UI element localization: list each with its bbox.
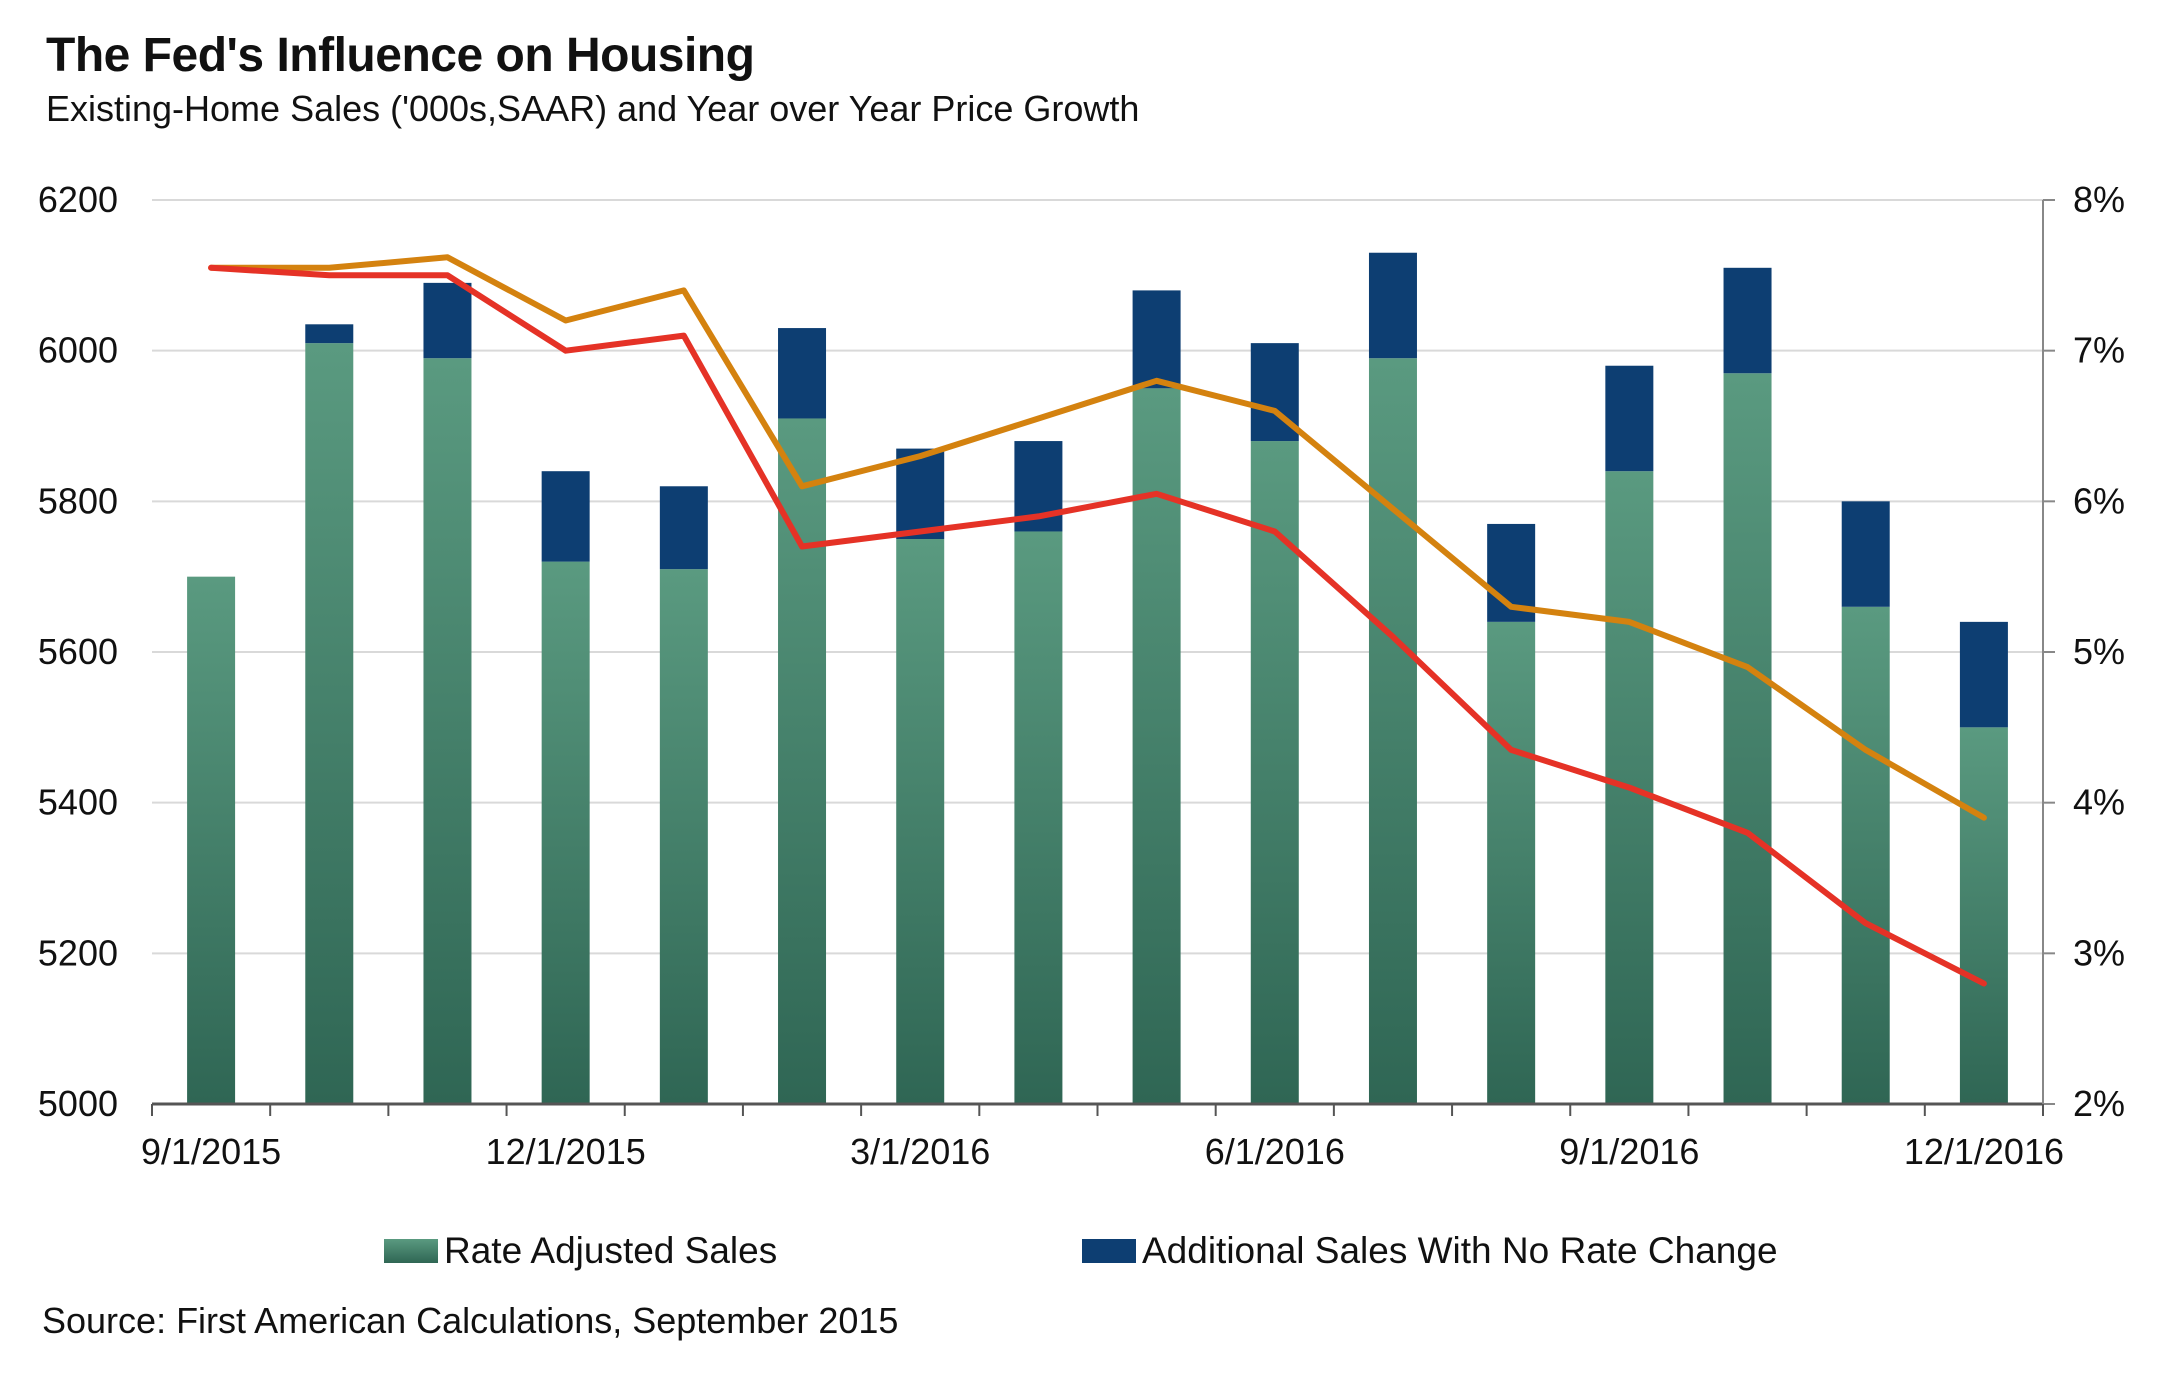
bar-additional-sales: [541, 471, 590, 562]
y-left-tick-label: 5200: [38, 932, 118, 973]
chart-title: The Fed's Influence on Housing: [46, 29, 755, 82]
bar-additional-sales: [778, 328, 827, 419]
y-right-tick-label: 8%: [2073, 179, 2125, 220]
y-left-tick-label: 6200: [38, 179, 118, 220]
y-left-tick-label: 5800: [38, 480, 118, 521]
bar-rate-adjusted: [1841, 606, 1890, 1104]
bar-rate-adjusted: [1132, 388, 1181, 1104]
bar-additional-sales: [896, 448, 945, 539]
y-right-tick-label: 3%: [2073, 932, 2125, 973]
chart-subtitle: Existing-Home Sales ('000s,SAAR) and Yea…: [46, 88, 1140, 129]
legend-additional: Additional Sales With No Rate Change: [1082, 1230, 1778, 1272]
x-tick-label: 6/1/2016: [1205, 1131, 1345, 1172]
bar-additional-sales: [1841, 501, 1890, 607]
bar-additional-sales: [1959, 621, 2008, 728]
x-tick-label: 3/1/2016: [850, 1131, 990, 1172]
bar-rate-adjusted: [305, 343, 354, 1105]
bar-rate-adjusted: [1368, 358, 1417, 1104]
y-right-tick-label: 2%: [2073, 1083, 2125, 1124]
legend-label-additional: Additional Sales With No Rate Change: [1142, 1230, 1778, 1271]
x-tick-label: 12/1/2016: [1904, 1131, 2064, 1172]
y-left-tick-label: 6000: [38, 330, 118, 371]
y-right-tick-label: 7%: [2073, 330, 2125, 371]
x-tick-label: 9/1/2015: [141, 1131, 281, 1172]
bar-rate-adjusted: [896, 539, 945, 1104]
bar-additional-sales: [1132, 290, 1181, 389]
bar-additional-sales: [1723, 267, 1772, 374]
bar-additional-sales: [1368, 252, 1417, 359]
legend-swatch-rate-adjusted: [384, 1239, 438, 1263]
bar-rate-adjusted: [659, 569, 708, 1104]
bar-rate-adjusted: [187, 576, 236, 1104]
bar-rate-adjusted: [1723, 373, 1772, 1104]
bar-rate-adjusted: [1250, 441, 1299, 1105]
bar-rate-adjusted: [541, 561, 590, 1104]
legend-rate-adjusted: Rate Adjusted Sales: [384, 1230, 777, 1272]
y-left-tick-label: 5000: [38, 1083, 118, 1124]
bar-rate-adjusted: [1014, 531, 1063, 1104]
y-left-tick-label: 5400: [38, 782, 118, 823]
bar-additional-sales: [423, 282, 472, 359]
source-note: Source: First American Calculations, Sep…: [42, 1300, 899, 1341]
legend-label-rate-adjusted: Rate Adjusted Sales: [444, 1230, 778, 1271]
bar-rate-adjusted: [1959, 727, 2008, 1104]
bar-rate-adjusted: [1487, 621, 1536, 1104]
price-growth-line-red: [208, 264, 1987, 987]
x-tick-label: 12/1/2015: [486, 1131, 646, 1172]
bar-additional-sales: [305, 324, 354, 344]
legend-swatch-additional: [1082, 1239, 1136, 1263]
bar-rate-adjusted: [778, 418, 827, 1104]
x-tick-label: 9/1/2016: [1559, 1131, 1699, 1172]
bar-rate-adjusted: [423, 358, 472, 1104]
y-right-tick-label: 6%: [2073, 480, 2125, 521]
bar-additional-sales: [1605, 365, 1654, 472]
y-right-tick-label: 4%: [2073, 782, 2125, 823]
y-left-tick-label: 5600: [38, 631, 118, 672]
price-growth-line-orange: [208, 254, 1987, 821]
bar-additional-sales: [659, 486, 708, 570]
y-right-tick-label: 5%: [2073, 631, 2125, 672]
